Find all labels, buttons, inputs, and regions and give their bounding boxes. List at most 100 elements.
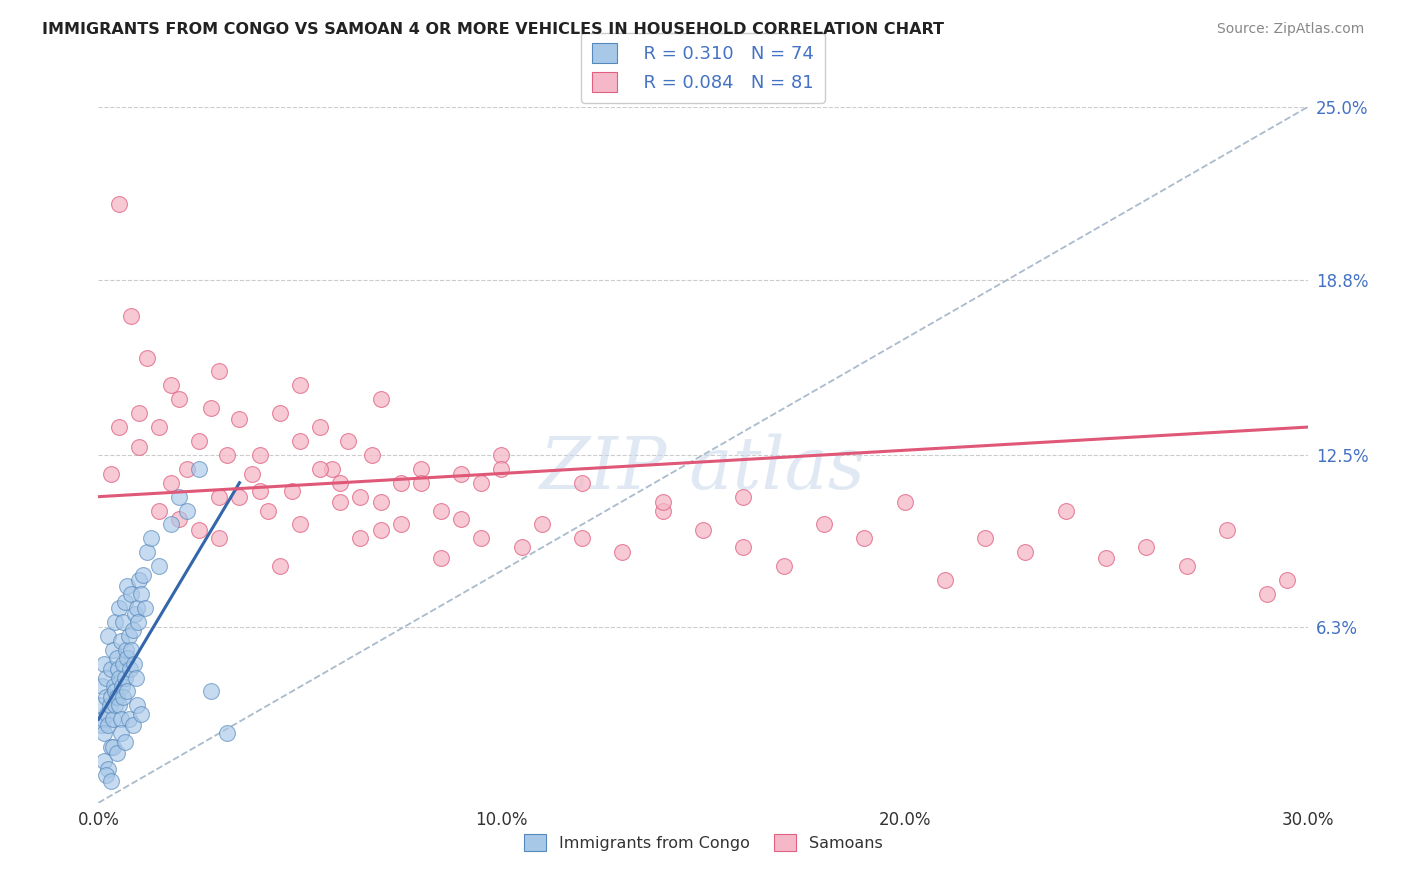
Point: [188, 434, 211, 448]
Point: [129, 706, 152, 721]
Point: [110, 634, 132, 648]
Point: [93, 726, 115, 740]
Point: [208, 490, 231, 504]
Point: [217, 448, 239, 462]
Point: [176, 503, 198, 517]
Point: [249, 484, 271, 499]
Point: [139, 532, 162, 546]
Point: [110, 712, 132, 726]
Point: [281, 484, 304, 499]
Point: [309, 420, 332, 434]
Point: [135, 545, 157, 559]
Point: [115, 579, 138, 593]
Point: [288, 434, 311, 448]
Point: [208, 532, 231, 546]
Point: [114, 734, 136, 748]
Point: [651, 495, 673, 509]
Point: [132, 567, 155, 582]
Point: [1054, 503, 1077, 517]
Point: [114, 671, 136, 685]
Point: [167, 392, 190, 407]
Point: [104, 684, 127, 698]
Point: [217, 726, 239, 740]
Point: [97, 763, 120, 777]
Point: [934, 573, 956, 587]
Point: [813, 517, 835, 532]
Point: [114, 595, 136, 609]
Point: [167, 512, 190, 526]
Point: [409, 475, 432, 490]
Point: [105, 690, 128, 704]
Point: [200, 401, 222, 415]
Point: [135, 351, 157, 365]
Point: [974, 532, 997, 546]
Point: [329, 475, 352, 490]
Text: Source: ZipAtlas.com: Source: ZipAtlas.com: [1216, 22, 1364, 37]
Point: [108, 671, 131, 685]
Point: [118, 712, 141, 726]
Point: [772, 559, 794, 574]
Point: [188, 523, 211, 537]
Point: [110, 726, 132, 740]
Point: [470, 532, 492, 546]
Point: [148, 503, 170, 517]
Point: [103, 615, 125, 629]
Point: [893, 495, 915, 509]
Point: [337, 434, 360, 448]
Point: [134, 601, 156, 615]
Point: [148, 559, 170, 574]
Point: [114, 642, 136, 657]
Point: [370, 495, 392, 509]
Point: [409, 462, 432, 476]
Point: [228, 411, 250, 425]
Point: [160, 475, 183, 490]
Point: [112, 657, 135, 671]
Point: [121, 587, 143, 601]
Point: [121, 718, 143, 732]
Point: [1256, 587, 1278, 601]
Point: [389, 517, 412, 532]
Point: [94, 690, 117, 704]
Point: [124, 671, 146, 685]
Point: [370, 392, 392, 407]
Point: [103, 698, 125, 713]
Point: [1135, 540, 1157, 554]
Point: [96, 706, 118, 721]
Point: [101, 712, 124, 726]
Point: [188, 462, 211, 476]
Point: [118, 629, 141, 643]
Point: [571, 475, 593, 490]
Point: [97, 718, 120, 732]
Point: [120, 309, 142, 323]
Point: [107, 601, 129, 615]
Point: [105, 746, 128, 760]
Point: [122, 657, 145, 671]
Point: [128, 440, 150, 454]
Point: [1095, 550, 1118, 565]
Point: [111, 615, 134, 629]
Point: [148, 420, 170, 434]
Point: [571, 532, 593, 546]
Point: [98, 698, 121, 713]
Point: [91, 712, 114, 726]
Point: [288, 378, 311, 392]
Point: [105, 651, 128, 665]
Text: IMMIGRANTS FROM CONGO VS SAMOAN 4 OR MORE VEHICLES IN HOUSEHOLD CORRELATION CHAR: IMMIGRANTS FROM CONGO VS SAMOAN 4 OR MOR…: [42, 22, 945, 37]
Point: [128, 406, 150, 420]
Point: [100, 773, 122, 788]
Point: [128, 573, 150, 587]
Point: [107, 698, 129, 713]
Point: [96, 671, 118, 685]
Point: [853, 532, 876, 546]
Point: [269, 406, 291, 420]
Point: [100, 690, 122, 704]
Point: [90, 718, 112, 732]
Point: [111, 679, 134, 693]
Point: [733, 490, 755, 504]
Point: [470, 475, 492, 490]
Point: [93, 754, 115, 768]
Point: [89, 698, 111, 713]
Point: [97, 629, 120, 643]
Point: [103, 679, 125, 693]
Point: [107, 420, 129, 434]
